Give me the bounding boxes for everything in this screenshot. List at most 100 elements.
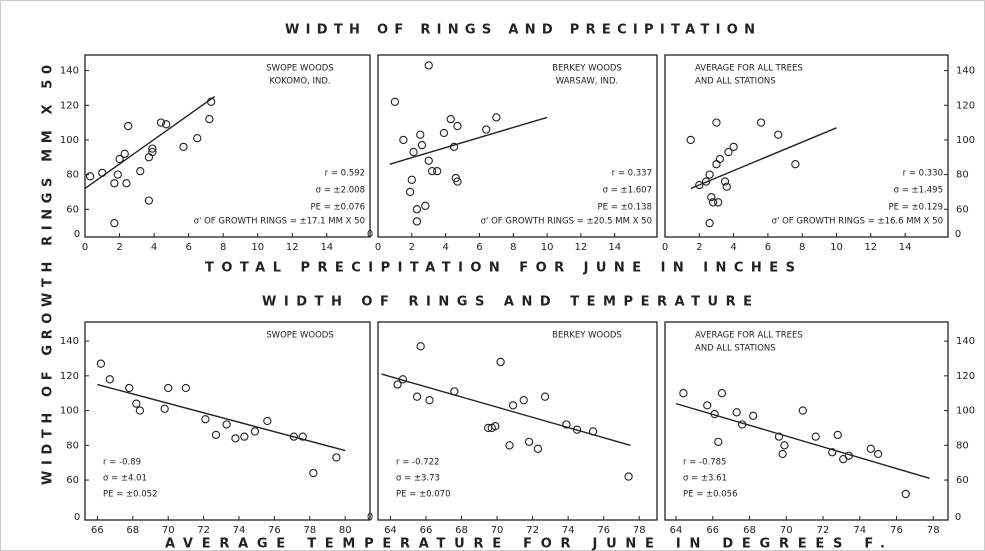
y-tick-label: 140 [956,336,975,347]
point [524,437,534,446]
point [390,97,400,106]
point [148,144,157,153]
stat: σ = ±2.008 [316,186,365,196]
x-tick-label: 66 [706,525,719,536]
point [715,154,725,164]
y-tick-label: 100 [956,135,975,146]
point [124,121,133,131]
point [791,160,800,169]
stat: σ = ±4.01 [103,474,147,484]
point [705,170,714,179]
x-tick-label: 0 [662,242,668,253]
point [115,154,124,164]
break-label: 0 [74,512,80,523]
point [780,441,789,450]
fit-line [84,96,215,190]
y-tick-label: 60 [956,204,969,215]
break-label: 0 [74,229,80,240]
panel-label: AVERAGE FOR ALL TREES [695,64,803,74]
y-tick-label: 80 [956,440,969,451]
point [110,179,119,188]
x-tick-label: 64 [384,525,397,536]
panel-label: BERKEY WOODS [552,331,622,341]
x-tick-label: 72 [817,525,830,536]
point [703,401,712,410]
point [250,427,260,436]
point [505,441,514,450]
point [110,218,119,228]
point [798,406,807,415]
point [132,399,141,408]
point [714,437,723,446]
bottom-title: WIDTH OF RINGS AND TEMPERATURE [262,295,752,310]
point [732,408,741,417]
stat: r = 0.592 [325,169,365,179]
stat: σ = ±1.495 [894,186,943,196]
y-tick-label: 120 [60,100,79,111]
x-tick-label: 4 [730,242,736,253]
point [412,392,422,401]
panel-label: SWOPE WOODS [266,331,333,341]
point [179,142,188,152]
point [708,198,718,207]
stat: σ = ±3.73 [396,474,440,484]
y-tick-label: 120 [60,371,79,382]
point [201,415,210,424]
x-tick-label: 76 [890,525,903,536]
point [144,196,154,205]
y-tick-label: 80 [66,170,79,181]
x-tick-label: 74 [233,525,246,536]
panel-label: SWOPE WOODS [266,64,333,74]
point [399,135,408,145]
point [717,389,727,398]
point [416,342,425,351]
point [496,357,505,367]
point [156,118,166,127]
point [424,156,433,165]
point [533,444,543,453]
point [417,140,427,150]
stat: r = -0.89 [103,458,141,468]
point [866,444,875,453]
y-tick-label: 60 [66,475,79,486]
y-tick-label: 100 [60,406,79,417]
point [714,198,723,207]
x-tick-label: 74 [562,525,575,536]
point [702,177,711,186]
x-tick-label: 68 [126,525,139,536]
point [729,142,738,152]
point [707,192,716,202]
point [421,201,430,210]
x-tick-label: 12 [575,242,588,253]
panel-frame [377,54,658,238]
stat: r = -0.722 [396,458,439,468]
panel-label: AND ALL STATIONS [695,344,776,354]
break-label: 0 [367,229,373,240]
x-tick-label: 72 [197,525,210,536]
point [874,449,883,459]
x-tick-label: 14 [320,242,333,253]
point [724,147,733,157]
point [289,432,299,441]
stat: σ = ±3.61 [683,474,727,484]
fit-line [690,127,837,190]
point [136,166,145,176]
point [120,149,129,158]
x-tick-label: 74 [853,525,866,536]
x-tick-label: 78 [633,525,646,536]
x-tick-label: 14 [608,242,621,253]
y-tick-label: 60 [66,204,79,215]
fit-line [97,383,346,452]
point [540,392,550,401]
point [492,113,501,122]
x-tick-label: 70 [162,525,175,536]
point [409,147,418,157]
x-tick-label: 72 [526,525,539,536]
x-tick-label: 8 [799,242,805,253]
point [712,118,721,127]
point [332,453,341,462]
x-tick-label: 8 [510,242,516,253]
y-tick-label: 100 [956,406,975,417]
stat: PE = ±0.129 [889,203,943,213]
